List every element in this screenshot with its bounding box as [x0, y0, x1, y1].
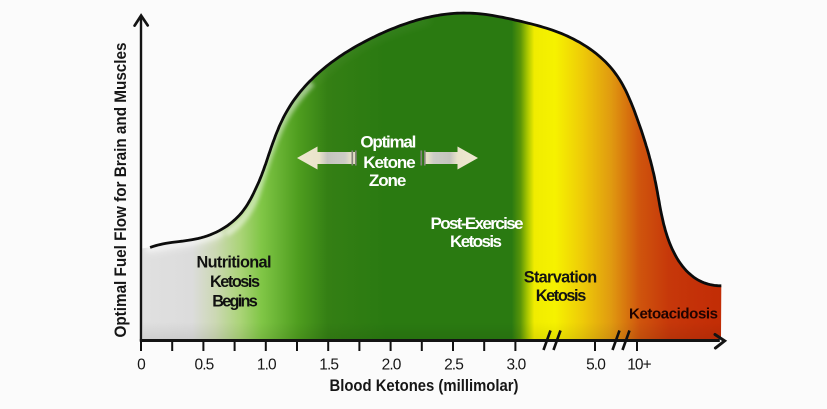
svg-text:Ketosis: Ketosis	[450, 232, 502, 251]
svg-text:Optimal: Optimal	[360, 133, 416, 152]
svg-text:Ketosis: Ketosis	[536, 287, 587, 305]
svg-text:10+: 10+	[627, 357, 651, 374]
svg-text:1.5: 1.5	[319, 357, 338, 374]
svg-text:5.0: 5.0	[586, 357, 606, 374]
svg-text:Starvation: Starvation	[524, 269, 598, 287]
svg-text:Post-Exercise: Post-Exercise	[431, 214, 524, 233]
svg-text:Ketosis: Ketosis	[210, 273, 260, 291]
svg-text:Ketoacidosis: Ketoacidosis	[629, 306, 718, 323]
svg-text:Optimal Fuel Flow for Brain an: Optimal Fuel Flow for Brain and Muscles	[111, 43, 130, 338]
svg-text:Nutritional: Nutritional	[197, 254, 272, 272]
svg-text:0: 0	[137, 357, 146, 374]
svg-text:0.5: 0.5	[194, 357, 213, 374]
svg-text:Blood Ketones (millimolar): Blood Ketones (millimolar)	[330, 376, 519, 395]
svg-text:Begins: Begins	[212, 293, 258, 311]
svg-text:2.0: 2.0	[382, 357, 402, 374]
svg-text:Ketone: Ketone	[363, 153, 416, 172]
svg-text:1.0: 1.0	[257, 357, 277, 374]
svg-text:2.5: 2.5	[444, 357, 463, 374]
svg-text:Zone: Zone	[369, 171, 407, 190]
svg-text:3.0: 3.0	[506, 357, 526, 374]
